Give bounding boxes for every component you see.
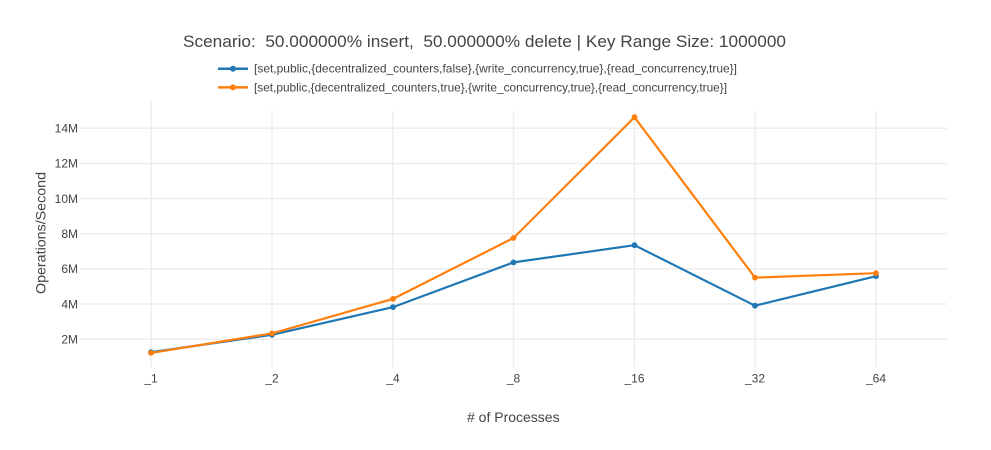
svg-text:_64: _64	[865, 372, 886, 386]
svg-text:# of Processes: # of Processes	[467, 409, 560, 425]
svg-text:6M: 6M	[61, 262, 78, 276]
svg-text:_1: _1	[143, 372, 158, 386]
svg-text:14M: 14M	[55, 122, 78, 136]
svg-text:_2: _2	[264, 372, 279, 386]
svg-text:12M: 12M	[55, 157, 78, 171]
svg-text:8M: 8M	[61, 227, 78, 241]
svg-text:_16: _16	[623, 372, 644, 386]
svg-text:2M: 2M	[61, 332, 78, 346]
svg-text:_8: _8	[506, 372, 521, 386]
svg-text:[set,public,{decentralized_cou: [set,public,{decentralized_counters,fals…	[254, 62, 737, 76]
svg-text:Scenario: 50.000000% insert,: Scenario: 50.000000% insert, 50.000000% …	[183, 32, 786, 51]
svg-text:_32: _32	[744, 372, 765, 386]
svg-text:Operations/Second: Operations/Second	[33, 172, 49, 294]
svg-text:4M: 4M	[61, 297, 78, 311]
svg-text:10M: 10M	[55, 192, 78, 206]
svg-text:[set,public,{decentralized_cou: [set,public,{decentralized_counters,true…	[254, 80, 727, 94]
svg-text:_4: _4	[385, 372, 400, 386]
